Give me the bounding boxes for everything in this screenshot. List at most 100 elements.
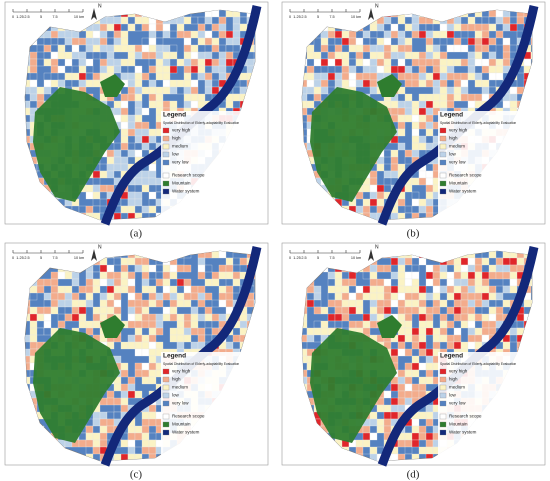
grid-cell xyxy=(467,257,476,266)
scale-label: 10 km xyxy=(351,15,361,19)
grid-cell xyxy=(341,292,350,301)
grid-cell xyxy=(432,100,441,109)
grid-cell xyxy=(432,37,441,46)
grid-cell xyxy=(141,205,150,214)
grid-cell xyxy=(320,306,329,315)
legend-label: Mountain xyxy=(172,422,191,427)
grid-cell xyxy=(141,121,150,130)
legend-swatch xyxy=(439,400,447,407)
grid-cell xyxy=(495,23,504,32)
grid-cell xyxy=(362,313,371,322)
grid-cell xyxy=(78,205,87,214)
grid-cell xyxy=(404,432,413,441)
grid-cell xyxy=(148,327,157,336)
grid-cell xyxy=(57,37,66,46)
grid-cell xyxy=(232,271,241,280)
grid-cell xyxy=(481,313,490,322)
grid-cell xyxy=(57,271,66,280)
grid-cell xyxy=(369,299,378,308)
grid-cell xyxy=(120,30,129,39)
grid-cell xyxy=(425,411,434,420)
grid-cell xyxy=(495,257,504,266)
grid-cell xyxy=(148,369,157,378)
scale-label: 5 xyxy=(40,15,42,19)
grid-cell xyxy=(418,72,427,81)
grid-cell xyxy=(390,107,399,116)
grid-cell xyxy=(218,58,227,67)
legend-swatch xyxy=(162,376,170,383)
grid-cell xyxy=(36,37,45,46)
grid-cell xyxy=(411,16,420,25)
grid-cell xyxy=(432,334,441,343)
grid-cell xyxy=(425,278,434,287)
grid-cell xyxy=(253,292,255,301)
grid-cell xyxy=(232,30,241,39)
grid-cell xyxy=(467,44,476,53)
grid-cell xyxy=(176,327,185,336)
grid-cell xyxy=(99,37,108,46)
legend-swatch xyxy=(439,384,447,391)
grid-cell xyxy=(225,271,234,280)
grid-cell xyxy=(306,44,315,53)
legend-label: low xyxy=(449,393,457,398)
grid-cell xyxy=(488,264,497,273)
grid-cell xyxy=(313,299,322,308)
grid-cell xyxy=(404,278,413,287)
grid-cell xyxy=(204,278,213,287)
legend-swatch xyxy=(439,135,447,142)
grid-cell xyxy=(92,191,101,200)
grid-cell xyxy=(488,285,497,294)
grid-cell xyxy=(369,86,378,95)
grid-cell xyxy=(50,65,59,74)
grid-cell xyxy=(341,30,350,39)
grid-cell xyxy=(106,58,115,67)
grid-cell xyxy=(99,65,108,74)
north-arrow xyxy=(368,8,374,20)
grid-cell xyxy=(43,299,52,308)
grid-cell xyxy=(127,306,136,315)
grid-cell xyxy=(453,257,462,266)
grid-cell xyxy=(190,306,199,315)
grid-cell xyxy=(418,177,427,186)
grid-cell xyxy=(446,30,455,39)
grid-cell xyxy=(78,72,87,81)
grid-cell xyxy=(509,327,518,336)
grid-cell xyxy=(383,170,392,179)
legend-swatch xyxy=(439,151,447,158)
grid-cell xyxy=(411,107,420,116)
grid-cell xyxy=(141,369,150,378)
grid-cell xyxy=(481,257,490,266)
grid-cell xyxy=(327,278,336,287)
grid-cell xyxy=(92,446,101,455)
grid-cell xyxy=(43,306,52,315)
grid-cell xyxy=(474,37,483,46)
grid-cell xyxy=(460,278,469,287)
grid-cell xyxy=(362,79,371,88)
grid-cell xyxy=(348,306,357,315)
grid-cell xyxy=(141,425,150,434)
grid-cell xyxy=(348,79,357,88)
grid-cell xyxy=(183,44,192,53)
grid-cell xyxy=(495,299,504,308)
grid-cell xyxy=(120,285,129,294)
grid-cell xyxy=(369,278,378,287)
grid-cell xyxy=(425,121,434,130)
grid-cell xyxy=(113,411,122,420)
grid-cell xyxy=(418,383,427,392)
grid-cell xyxy=(155,86,164,95)
grid-cell xyxy=(127,425,136,434)
grid-cell xyxy=(141,212,150,220)
grid-cell xyxy=(432,86,441,95)
grid-cell xyxy=(64,51,73,60)
grid-cell xyxy=(127,79,136,88)
grid-cell xyxy=(397,114,406,123)
legend-label: Mountain xyxy=(449,181,468,186)
grid-cell xyxy=(376,23,385,32)
grid-cell xyxy=(218,30,227,39)
grid-cell xyxy=(425,23,434,32)
grid-cell xyxy=(246,58,255,67)
grid-cell xyxy=(369,65,378,74)
grid-cell xyxy=(134,299,143,308)
grid-cell xyxy=(383,37,392,46)
grid-cell xyxy=(106,23,115,32)
